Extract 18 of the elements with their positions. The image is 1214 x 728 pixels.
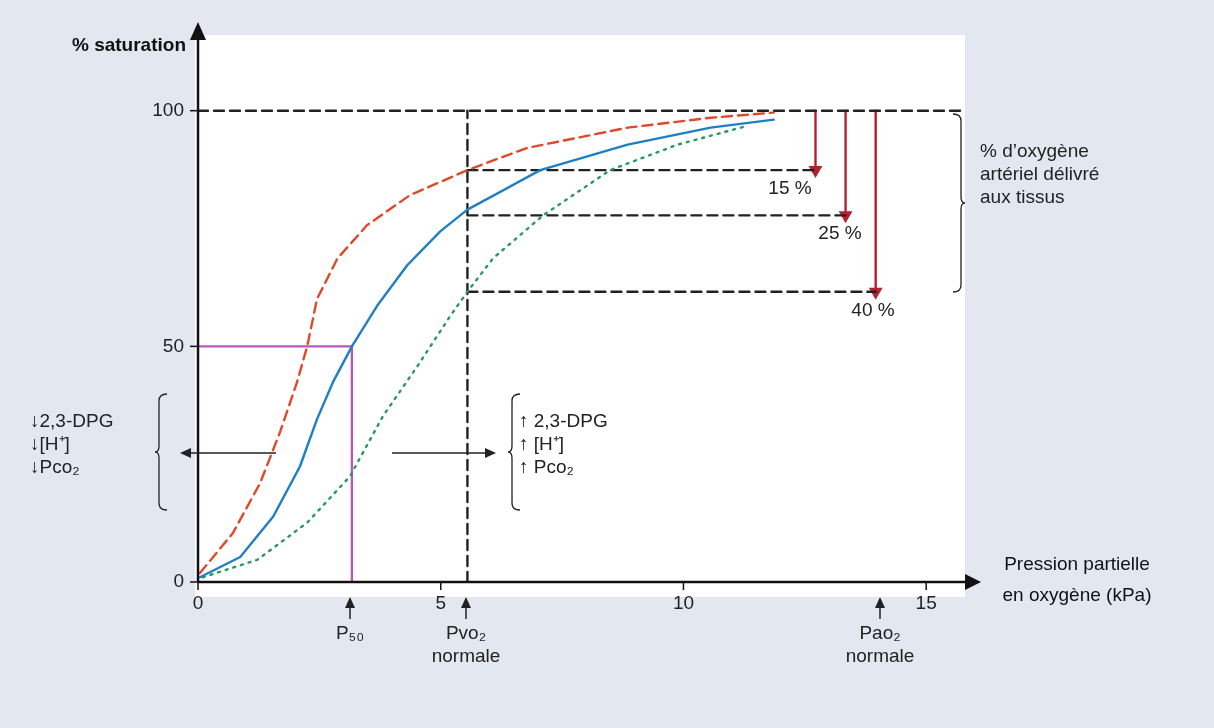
y-tick-label: 0 [173,570,184,592]
x-tick-label: 5 [435,591,447,613]
y-axis-title: % saturation [71,34,186,56]
y-tick-label: 50 [162,334,184,356]
annotation: ↑ 2,3-DPG ↑ [H⁺] ↑ Pco₂ [519,410,608,479]
annotation: 40 % [851,298,895,322]
text: Pvo₂ normale [431,622,501,668]
y-tick-label: 100 [152,98,184,120]
x-tick-label: 10 [672,591,695,613]
x-axis-title: Pression partielle en oxygène (kPa) [1002,553,1152,606]
text: % d’oxygène artériel délivré aux tissus [980,140,1100,209]
x-tick-label: 15 [915,591,937,613]
text: P₅₀ [335,622,365,645]
x-tick-label: 0 [192,591,204,613]
annotation: 25 % [818,221,862,245]
text: ↓2,3-DPG ↓[H⁺] ↓Pco₂ [30,410,114,479]
text: Pao₂ normale [845,622,915,668]
annotation: 15 % [768,176,812,200]
